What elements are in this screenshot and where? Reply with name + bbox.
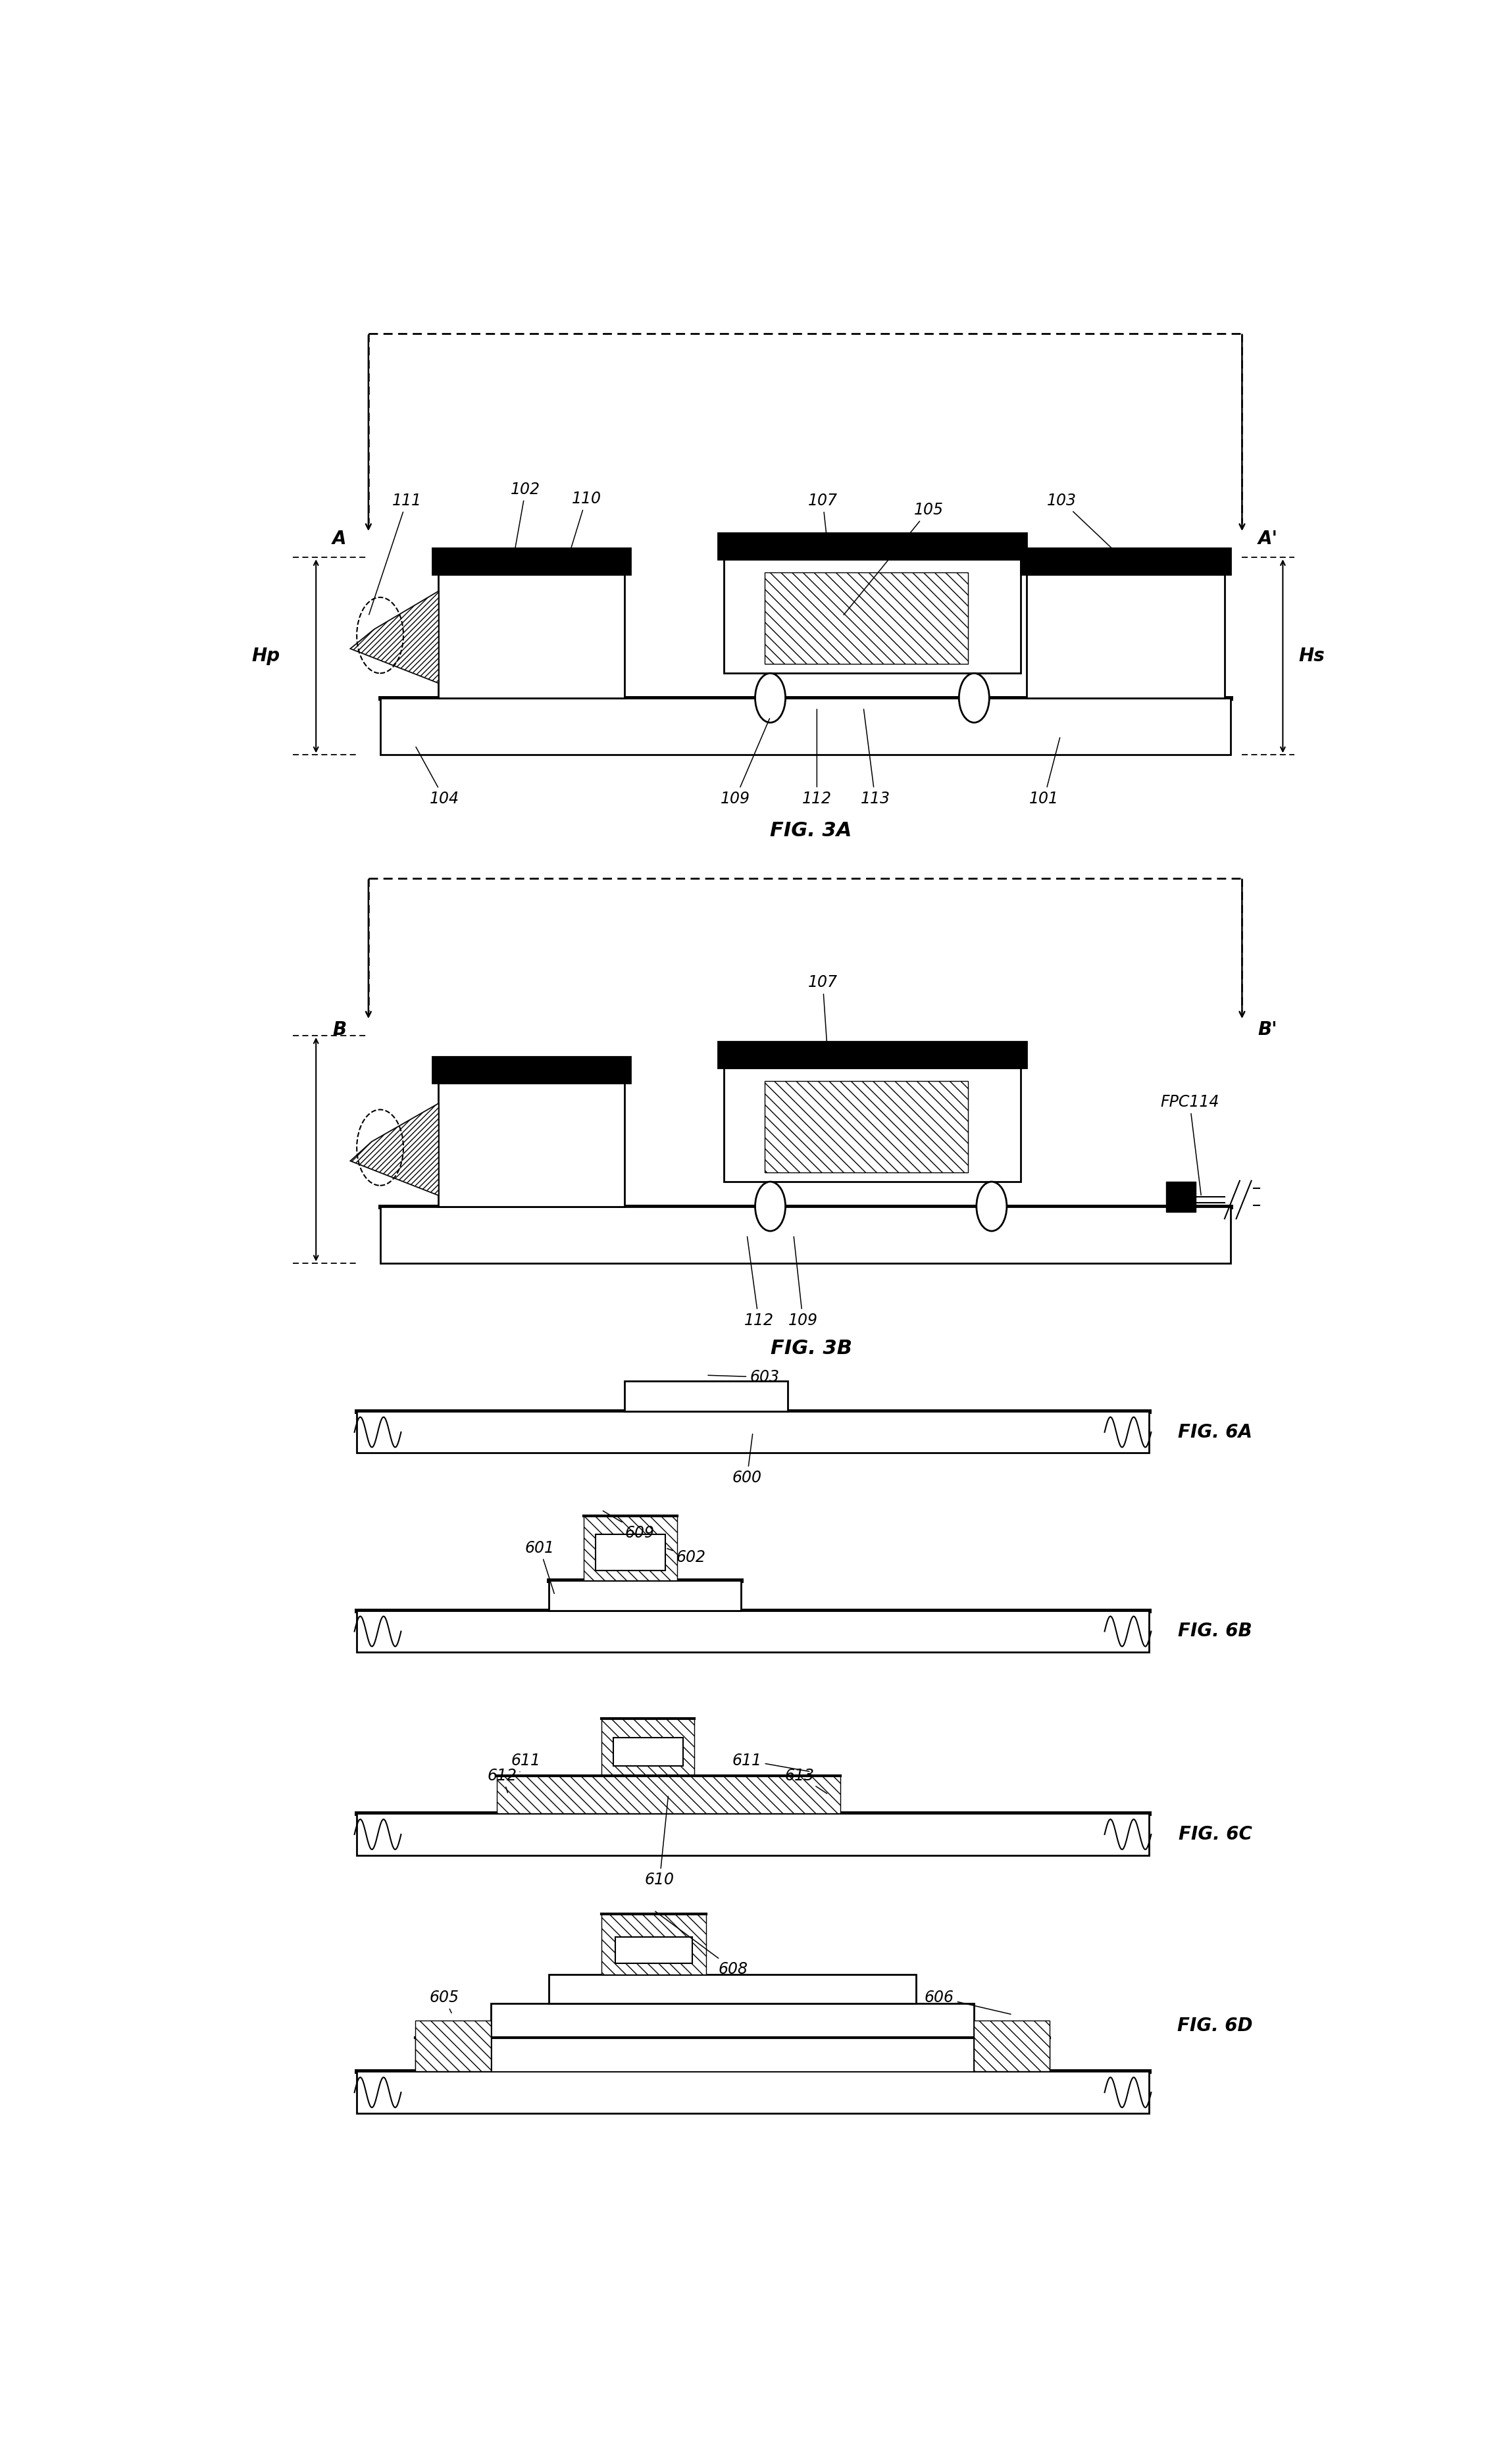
Text: 608: 608 [655, 1912, 748, 1976]
Text: A: A [332, 530, 346, 547]
Circle shape [755, 1183, 786, 1232]
Text: 601: 601 [525, 1540, 555, 1594]
Text: 105: 105 [843, 503, 944, 616]
Text: FIG. 3A: FIG. 3A [770, 821, 852, 840]
Text: 603: 603 [708, 1370, 779, 1385]
Bar [356, 1412, 1148, 1454]
Bar [1021, 547, 1231, 574]
Bar [380, 697, 1231, 754]
Bar [724, 559, 1021, 673]
Text: 605: 605 [430, 1988, 458, 2013]
Bar [380, 1207, 1231, 1264]
Bar [549, 1579, 741, 1611]
Text: FPC114: FPC114 [1160, 1094, 1219, 1195]
Circle shape [755, 673, 786, 722]
Bar [601, 1720, 694, 1777]
Text: A': A' [1258, 530, 1278, 547]
Text: 104: 104 [416, 747, 458, 806]
Text: Hs: Hs [1299, 648, 1326, 665]
Bar [765, 572, 968, 663]
Bar [439, 574, 625, 697]
Text: 610: 610 [645, 1796, 675, 1887]
Text: 600: 600 [732, 1434, 762, 1486]
Text: 611: 611 [732, 1752, 809, 1772]
Text: 112: 112 [744, 1237, 774, 1328]
Text: 113: 113 [860, 710, 890, 806]
Text: 606: 606 [924, 1988, 1012, 2013]
Bar [601, 1915, 706, 1974]
Text: FIG. 3B: FIG. 3B [770, 1338, 852, 1358]
Bar [724, 1067, 1021, 1183]
Text: FIG. 6B: FIG. 6B [1178, 1621, 1252, 1641]
Polygon shape [352, 1104, 439, 1195]
Bar [613, 1737, 682, 1767]
Text: 107: 107 [809, 493, 837, 545]
Bar [615, 1937, 693, 1964]
Bar [549, 1974, 915, 2003]
Bar [718, 532, 1027, 559]
Bar [583, 1515, 676, 1579]
Circle shape [977, 1183, 1007, 1232]
Bar [433, 1057, 631, 1084]
Polygon shape [352, 591, 439, 683]
Text: B': B' [1258, 1020, 1278, 1040]
Text: 109: 109 [720, 719, 770, 806]
Text: 112: 112 [803, 710, 831, 806]
Bar [415, 2020, 490, 2072]
Polygon shape [352, 591, 439, 683]
Bar [439, 1084, 625, 1207]
Bar [625, 1380, 788, 1412]
Text: FIG. 6D: FIG. 6D [1177, 2018, 1254, 2035]
Bar [490, 2038, 974, 2072]
Text: FIG. 6C: FIG. 6C [1178, 1826, 1252, 1843]
Circle shape [959, 673, 989, 722]
Text: 110: 110 [570, 490, 601, 554]
Text: 103: 103 [1046, 493, 1124, 559]
Text: FIG. 6A: FIG. 6A [1178, 1422, 1252, 1441]
Text: 109: 109 [788, 1237, 818, 1328]
Text: Hp: Hp [251, 648, 280, 665]
Text: B: B [332, 1020, 346, 1040]
Bar [1166, 1183, 1195, 1212]
Text: 101: 101 [1030, 737, 1060, 806]
Text: 111: 111 [370, 493, 422, 614]
Bar [496, 1777, 840, 1814]
Text: 107: 107 [809, 976, 837, 1052]
Bar [490, 2003, 974, 2038]
Text: 611: 611 [511, 1752, 541, 1772]
Bar [433, 547, 631, 574]
Text: 613: 613 [785, 1767, 827, 1794]
Bar [595, 1535, 666, 1570]
Bar [415, 2038, 1049, 2072]
Text: 612: 612 [487, 1767, 517, 1794]
Bar [356, 1814, 1148, 1855]
Text: 102: 102 [511, 480, 541, 559]
Text: 602: 602 [667, 1547, 706, 1565]
Bar [974, 2020, 1049, 2072]
Bar [356, 1611, 1148, 1653]
Bar [765, 1082, 968, 1173]
Bar [718, 1042, 1027, 1067]
Polygon shape [352, 1104, 439, 1195]
Bar [1027, 574, 1225, 697]
Text: 609: 609 [603, 1510, 655, 1540]
Bar [356, 2072, 1148, 2114]
